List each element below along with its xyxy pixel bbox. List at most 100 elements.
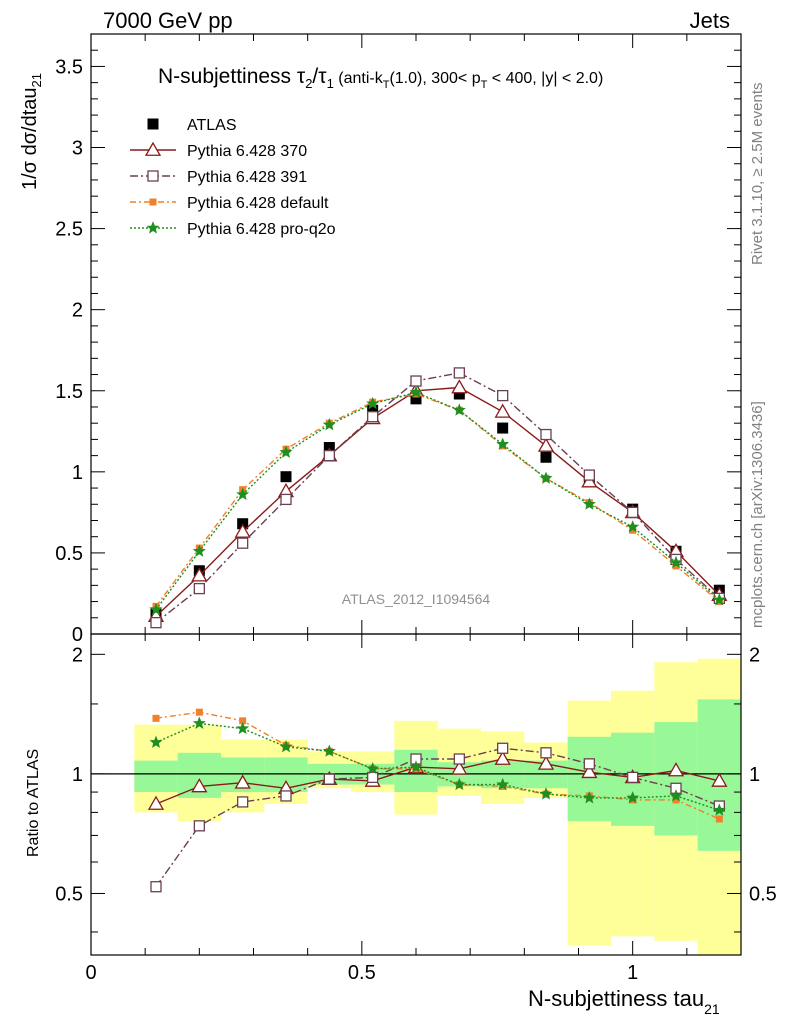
data-point-pq2o [712,593,726,606]
data-point-pq2o [626,520,640,533]
data-point-p391 [497,742,509,754]
ratio-frame [90,633,742,956]
data-point-p391 [410,375,422,387]
data-point-pq2o [366,761,380,775]
series-line-pq2o [155,722,720,811]
data-point-p370 [667,762,685,777]
data-point-pdefault [672,562,680,570]
legend-label-p391: Pythia 6.428 391 [187,169,307,186]
data-point-p391 [323,449,335,462]
data-point-pq2o [539,787,553,800]
data-point-pq2o [582,791,596,804]
data-point-pq2o [192,716,206,729]
data-point-p391 [280,790,292,802]
data-point-p370 [451,760,468,775]
data-point-p370 [711,772,728,787]
y-tick-label: 2.5 [55,219,83,241]
data-point-pq2o [236,721,250,735]
legend-entry-atlas: ATLAS [147,117,237,134]
series-p391 [150,742,725,893]
data-point-pq2o [712,803,726,816]
data-point-pq2o [322,744,336,757]
legend-marker-p391 [147,170,159,182]
data-point-pq2o [452,403,466,416]
data-point-pq2o [539,471,553,484]
data-point-pq2o [149,735,163,748]
uncertainty-band-inner [567,736,611,822]
data-point-p370 [147,795,165,810]
uncertainty-band-inner [134,760,178,793]
x-axis-label: N-subjettiness tau21 [528,986,720,1017]
y-tick-label-ratio: 2 [72,644,83,666]
data-point-p391 [323,773,335,785]
data-point-atlas [280,471,292,483]
data-point-pq2o [236,487,250,501]
legend-entry-pq2o: Pythia 6.428 pro-q2o [130,221,336,238]
x-tick-label: 1 [627,962,638,984]
data-point-p391 [453,753,465,765]
data-point-p370 [494,403,511,418]
data-point-p391 [237,796,249,808]
data-point-p391 [627,506,639,519]
plot-title: N-subjettiness τ2/τ1 (anti-kT(1.0), 300<… [158,65,603,91]
y-axis-label-main: 1/σ dσ/dtau21 [19,73,44,190]
data-point-pq2o [279,739,293,753]
y-tick-label-ratio-right: 2 [749,644,760,666]
data-point-p370 [494,750,511,765]
data-point-pdefault [195,708,203,716]
legend-marker-pq2o [146,221,160,234]
data-point-p391 [280,493,292,506]
series-line-pq2o [155,391,720,611]
series-line-p370 [155,386,720,617]
series-pq2o [149,716,726,816]
data-point-p370 [234,774,251,789]
data-point-atlas [497,422,509,434]
x-tick-label: 0.5 [348,962,376,984]
y-tick-label: 1 [72,462,83,484]
y-tick-label: 1.5 [55,381,83,403]
series-p370 [147,379,728,623]
y-tick-label: 3.5 [55,56,83,78]
y-tick-label: 0 [72,624,83,646]
data-point-p370 [451,379,468,394]
data-point-p391 [453,367,465,379]
data-point-atlas [410,393,422,405]
data-point-pq2o [452,777,466,791]
legend: ATLAS Pythia 6.428 370 Pythia 6.428 391 Pyt… [130,117,336,238]
data-point-p370 [581,763,598,779]
data-point-pq2o [496,777,510,791]
data-point-pq2o [409,385,423,398]
data-point-pq2o [582,497,596,510]
data-point-pq2o [149,602,163,616]
analysis-label: ATLAS_2012_I1094564 [342,591,491,607]
data-point-p391 [583,469,595,481]
data-point-pq2o [366,396,380,410]
data-point-atlas [453,388,465,400]
legend-entry-pdefault: Pythia 6.428 default [130,195,329,212]
data-point-pq2o [409,760,423,773]
mcplots-label: mcplots.cern.ch [arXiv:1306.3436] [749,401,766,628]
data-point-p391 [193,582,205,595]
data-point-p391 [237,537,249,549]
series-line-pdefault [155,393,720,607]
y-tick-label: 2 [72,300,83,322]
data-point-pq2o [669,555,683,569]
data-point-p370 [234,523,251,538]
data-point-p370 [537,755,555,770]
y-tick-label-ratio: 0.5 [55,883,83,905]
data-point-pq2o [192,544,206,557]
legend-label-p370: Pythia 6.428 370 [187,143,307,160]
data-point-p391 [627,771,639,784]
ratio-panel: 0.5 0.5 1 1 2 2 0 0.5 1 [55,633,777,984]
data-point-pdefault [152,714,160,722]
legend-label-atlas: ATLAS [187,117,237,134]
data-point-pdefault [629,526,637,534]
data-point-pq2o [496,437,510,450]
series-line-p391 [155,747,720,888]
data-point-pq2o [669,789,683,802]
uncertainty-band-inner [654,722,698,836]
legend-marker-pdefault [149,198,157,206]
series-line-pdefault [155,711,720,820]
data-point-p370 [537,437,555,452]
